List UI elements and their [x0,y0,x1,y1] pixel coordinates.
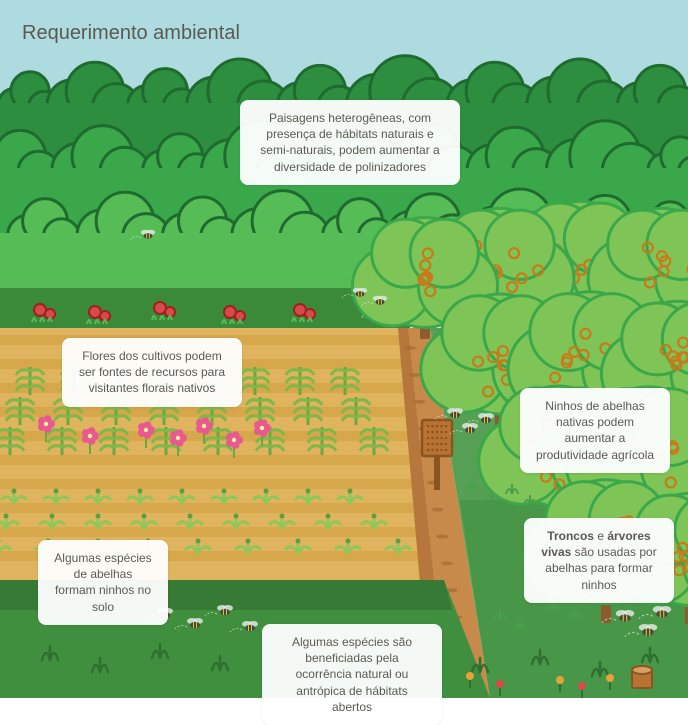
callout-c_ninhos: Ninhos de abelhas nativas podem aumentar… [520,388,670,473]
callout-c_abertos: Algumas espécies são beneficiadas pela o… [262,624,442,725]
page-title: Requerimento ambiental [22,22,240,45]
callout-c_flores: Flores dos cultivos podem ser fontes de … [62,338,242,407]
callout-c_troncos: Troncos e árvores vivas são usadas por a… [524,518,674,603]
infographic-canvas: Requerimento ambiental Paisagens heterog… [0,0,688,698]
callout-c_solo: Algumas espécies de abelhas formam ninho… [38,540,168,625]
callout-c_hetero: Paisagens heterogêneas, com presença de … [240,100,460,185]
